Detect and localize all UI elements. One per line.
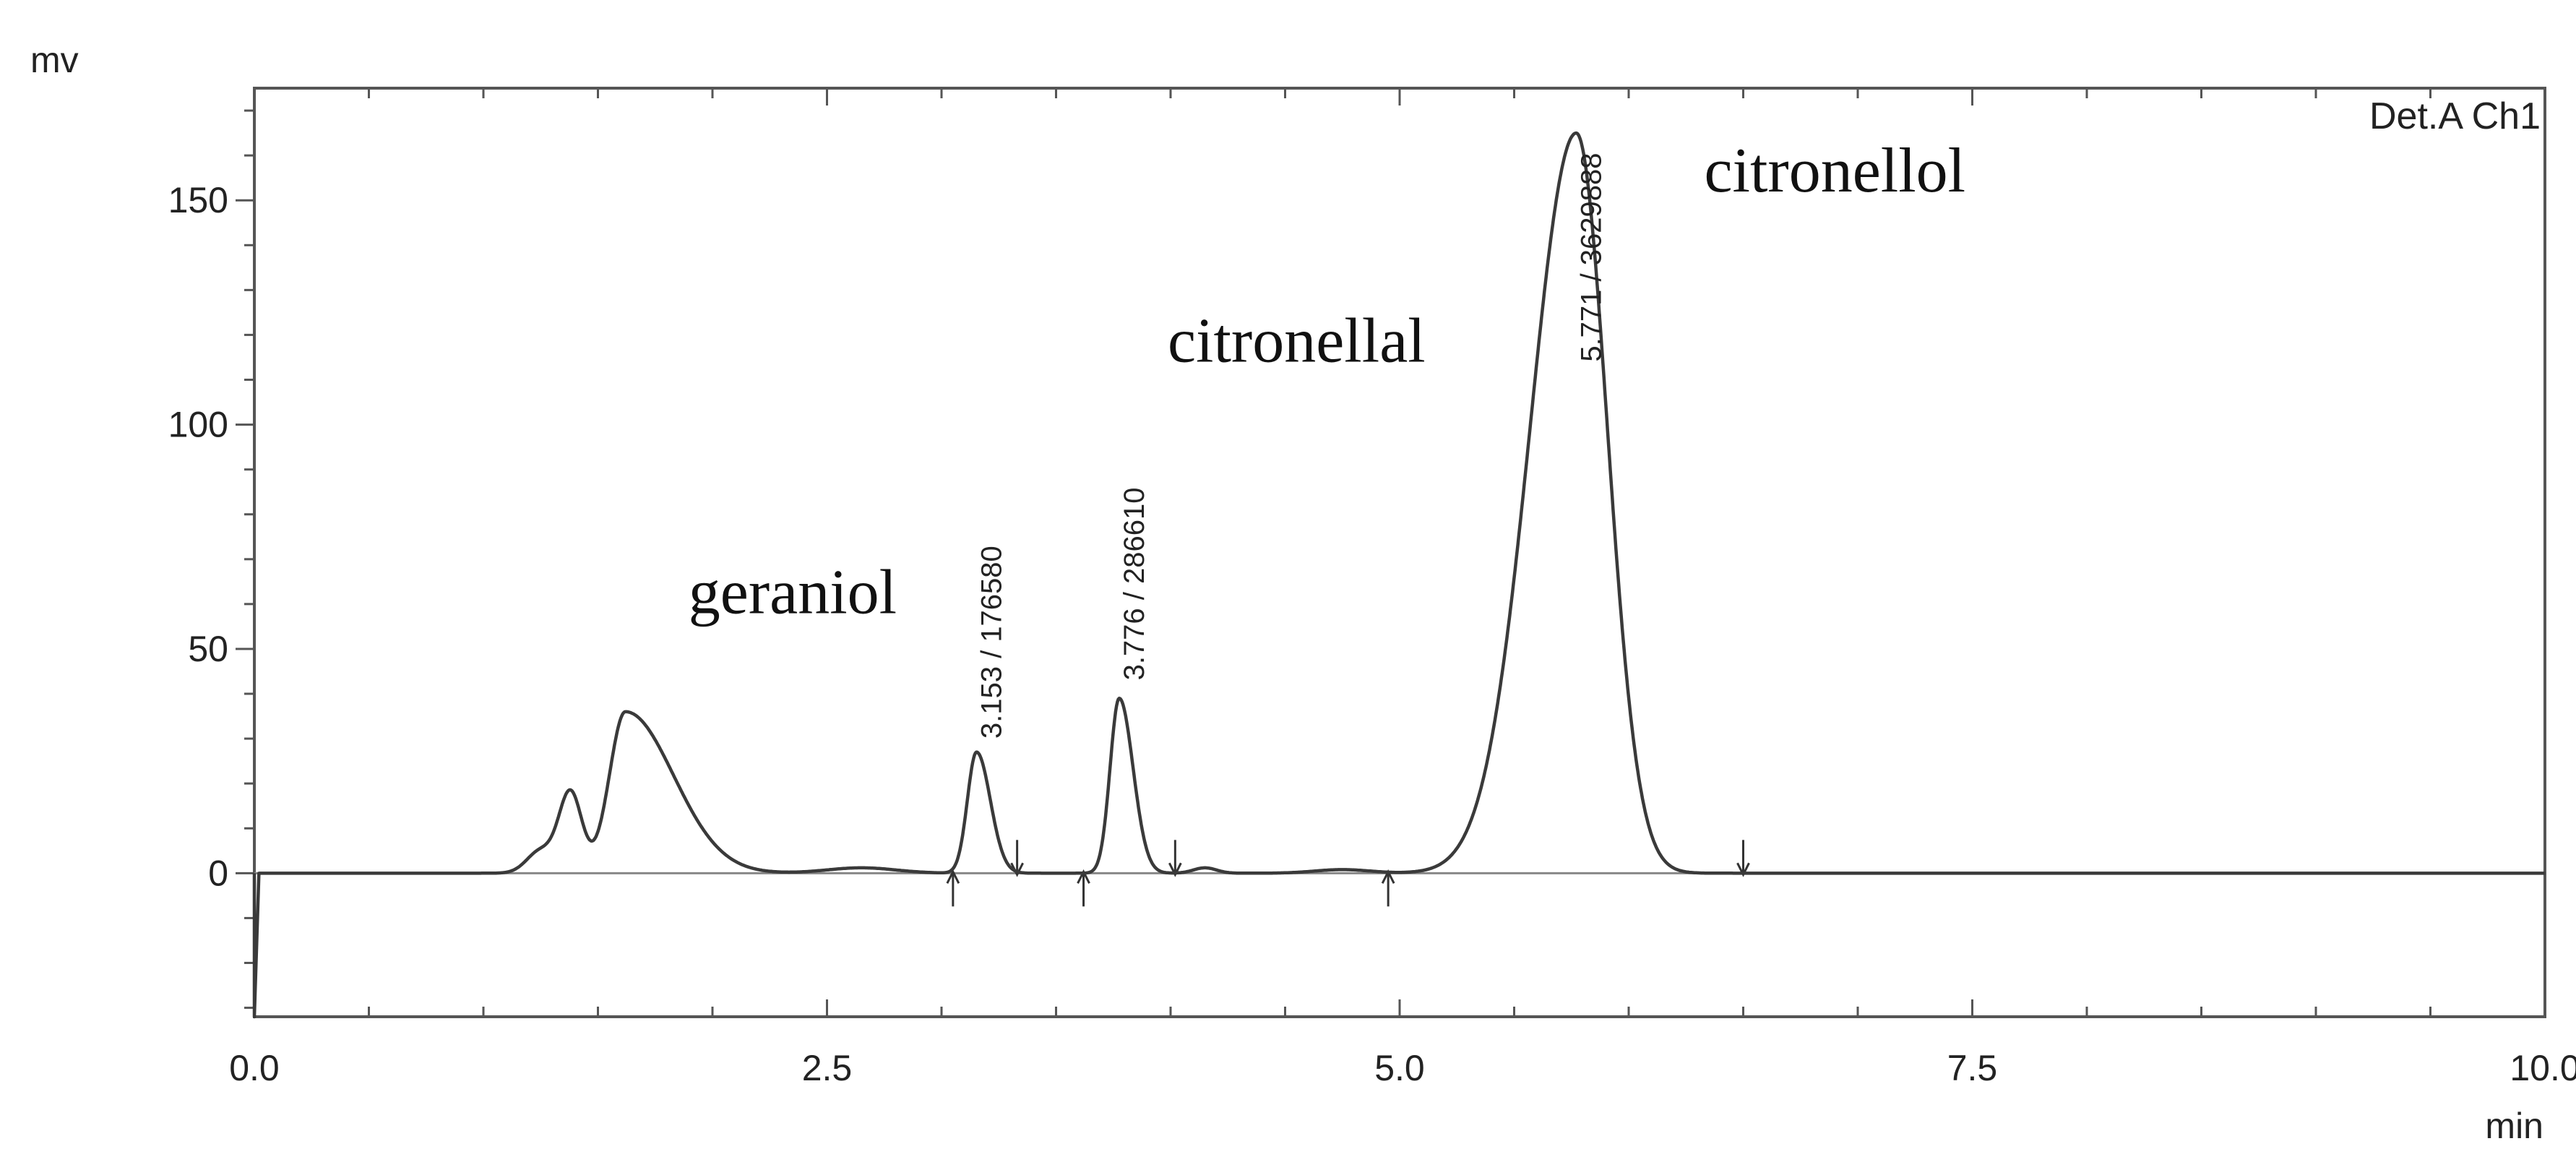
integration-start-arrowhead: [946, 869, 960, 885]
y-axis-unit-label: mv: [30, 40, 79, 80]
detector-label: Det.A Ch1: [2369, 95, 2541, 137]
x-tick-label: 7.5: [1947, 1048, 1998, 1088]
integration-end-arrowhead: [1010, 862, 1024, 877]
x-tick-label: 10.0: [2510, 1048, 2576, 1088]
y-tick-label: 150: [168, 180, 228, 220]
y-tick-label: 0: [208, 853, 228, 893]
plot-area: [253, 87, 2546, 1018]
x-axis-ticks: 0.0 2.5 5.0 7.5 10.0: [229, 88, 2576, 1088]
y-tick-label: 50: [188, 629, 228, 669]
integration-end-arrowhead: [1168, 862, 1182, 877]
x-axis-unit-label: min: [2485, 1106, 2543, 1146]
x-tick-label: 5.0: [1374, 1048, 1425, 1088]
x-tick-label: 2.5: [802, 1048, 853, 1088]
peak-label-3153: 3.153 / 176580: [976, 546, 1008, 739]
chromatogram-trace: [252, 131, 2546, 1019]
peak-label-3776: 3.776 / 286610: [1119, 487, 1150, 680]
annotation-geraniol: geraniol: [689, 557, 897, 627]
integration-markers: [946, 840, 1750, 907]
y-axis-ticks: 0 50 100 150: [168, 109, 254, 1010]
x-tick-label: 0.0: [229, 1048, 280, 1088]
y-tick-label: 100: [168, 405, 228, 445]
annotation-citronellal: citronellal: [1168, 306, 1426, 376]
annotation-citronellol: citronellol: [1704, 136, 1965, 206]
peak-label-5771: 5.771 / 3629888: [1575, 152, 1607, 361]
